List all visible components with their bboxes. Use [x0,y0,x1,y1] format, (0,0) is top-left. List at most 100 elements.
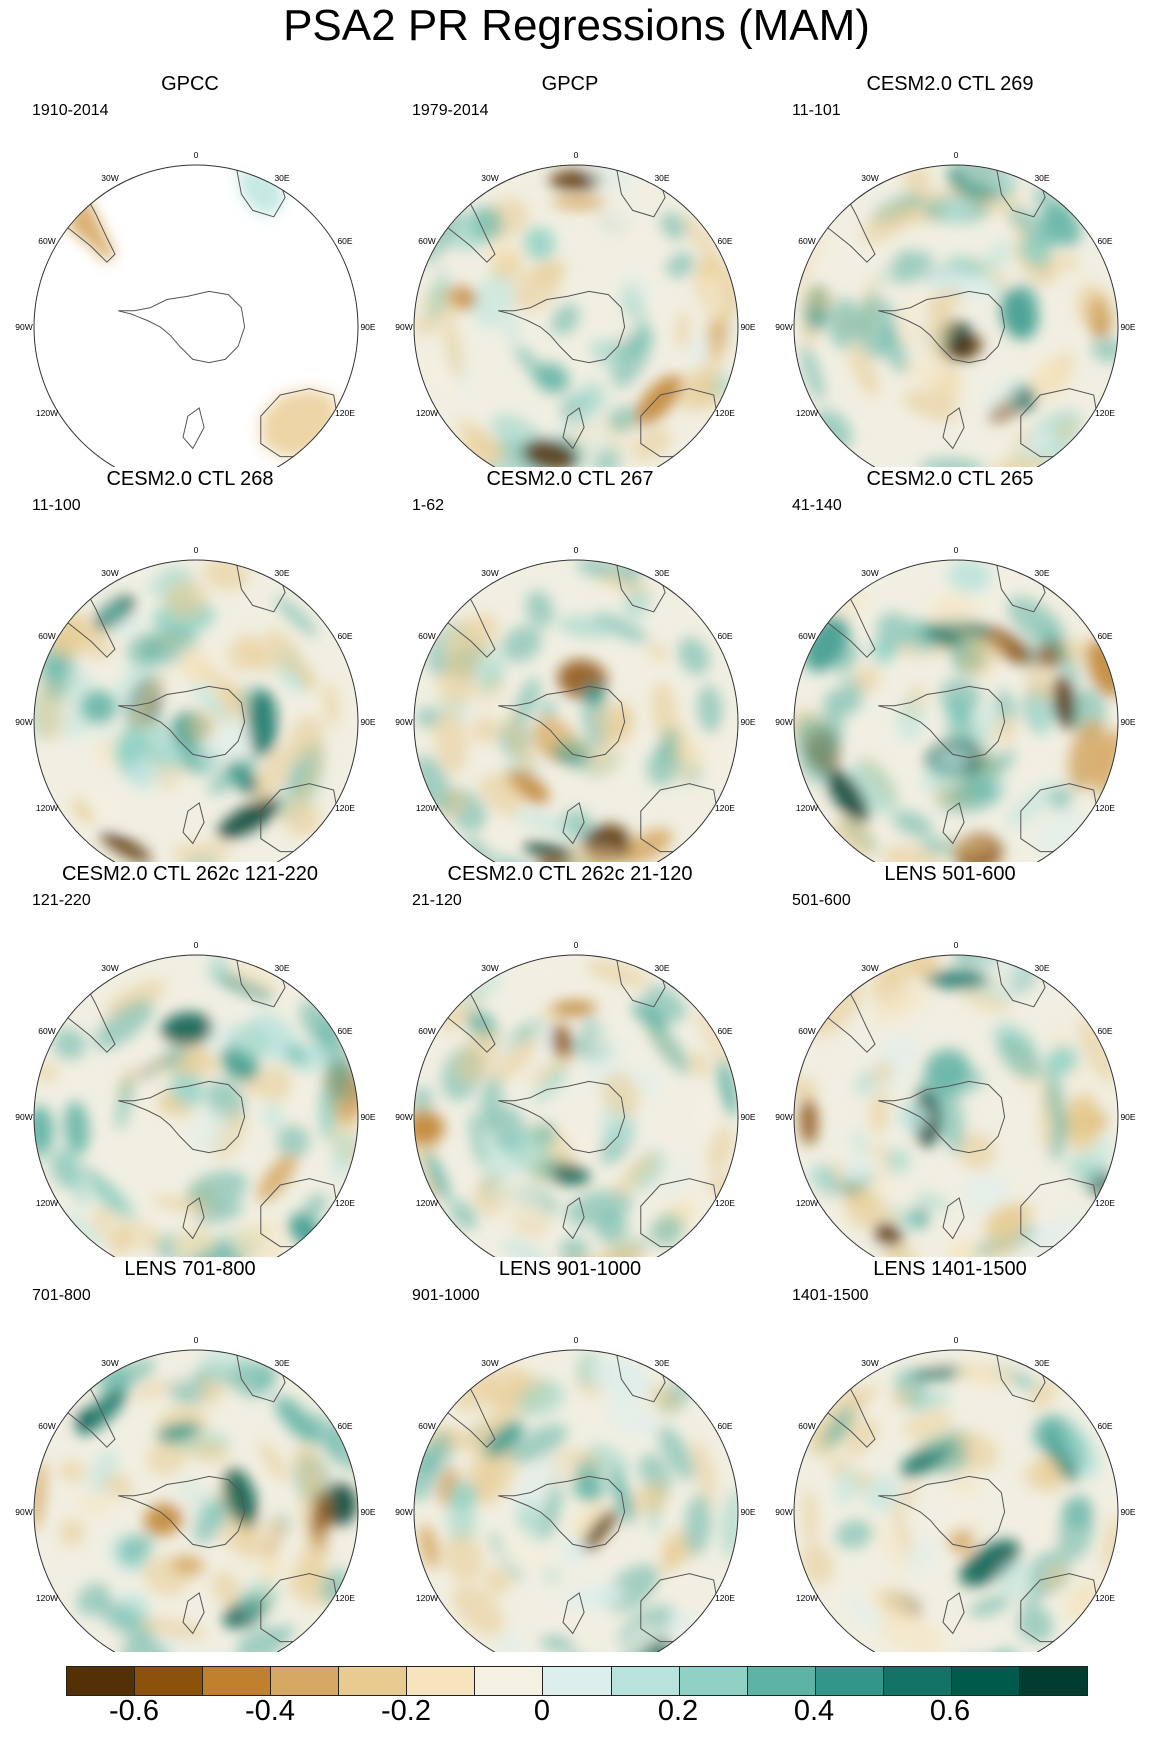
longitude-label: 120W [36,1198,58,1208]
map-panel: CESM2.0 CTL 26541-140030E60E90E120E150E1… [760,467,1140,862]
longitude-label: 60E [1097,631,1112,641]
precip-field [794,560,1118,862]
precip-field [794,165,1118,467]
colorbar-swatch [203,1667,272,1695]
longitude-label: 30E [274,568,289,578]
longitude-label: 0 [194,545,199,555]
longitude-label: 60W [798,1026,815,1036]
longitude-label: 90E [360,1112,375,1122]
longitude-label: 90W [775,717,792,727]
map-border [793,559,1119,862]
longitude-label: 60E [1097,236,1112,246]
longitude-label: 60W [798,631,815,641]
longitude-label: 30W [481,568,498,578]
polar-map: 030E60E90E120E150E180150W120W90W60W30W [395,1335,756,1652]
panel-period: 11-101 [792,102,841,119]
longitude-label: 120E [715,803,735,813]
polar-map: 030E60E90E120E150E180150W120W90W60W30W [775,940,1136,1257]
panel-period: 1401-1500 [792,1287,869,1304]
longitude-label: 0 [574,545,579,555]
map-panel: LENS 701-800701-800030E60E90E120E150E180… [0,1257,380,1652]
map-border [793,1349,1119,1652]
panel-title: CESM2.0 CTL 265 [866,468,1034,490]
polar-map: 030E60E90E120E150E180150W120W90W60W30W [775,1335,1136,1652]
polar-map: 030E60E90E120E150E180150W120W90W60W30W [15,545,376,862]
precip-field [414,1350,738,1652]
longitude-label: 120W [796,1593,818,1603]
longitude-label: 30W [101,568,118,578]
longitude-label: 120W [416,1593,438,1603]
longitude-label: 120E [1095,1593,1115,1603]
panel-period: 1-62 [412,497,445,514]
panel-period: 1910-2014 [32,102,109,119]
longitude-label: 60E [337,1421,352,1431]
longitude-label: 0 [574,150,579,160]
panel-period: 21-120 [412,892,462,909]
longitude-label: 60E [337,1026,352,1036]
longitude-label: 0 [194,940,199,950]
longitude-label: 120W [796,1198,818,1208]
map-border [33,1349,359,1652]
longitude-label: 30W [101,1358,118,1368]
longitude-label: 90W [395,717,412,727]
colorbar-swatch [883,1667,952,1695]
longitude-label: 30W [861,568,878,578]
longitude-label: 120W [416,1198,438,1208]
longitude-label: 120E [715,408,735,418]
longitude-label: 30W [861,173,878,183]
longitude-label: 60E [1097,1026,1112,1036]
longitude-label: 90W [15,1507,32,1517]
longitude-label: 120E [335,803,355,813]
longitude-label: 90W [775,1112,792,1122]
polar-map: 030E60E90E120E150E180150W120W90W60W30W [15,940,376,1257]
panel-title: CESM2.0 CTL 268 [106,468,274,490]
longitude-label: 30E [654,173,669,183]
longitude-label: 120E [335,1593,355,1603]
colorbar-swatch [611,1667,680,1695]
longitude-label: 60E [717,236,732,246]
longitude-label: 90E [1120,1112,1135,1122]
map-panel: GPCP1979-2014030E60E90E120E150E180150W12… [380,72,760,467]
colorbar-tick-label: -0.6 [109,1695,159,1727]
longitude-label: 30E [274,1358,289,1368]
longitude-label: 120W [796,408,818,418]
colorbar-swatch [271,1667,340,1695]
map-panel: GPCC1910-2014030E60E90E120E150E180150W12… [0,72,380,467]
map-panel: CESM2.0 CTL 262c 121-220 121-220 0 30E 60E 90… [0,862,380,1257]
colorbar-swatch [747,1667,816,1695]
colorbar-swatch [543,1667,612,1695]
longitude-label: 120E [715,1198,735,1208]
precip-field [794,955,1118,1257]
longitude-label: 120E [1095,1198,1115,1208]
longitude-label: 30W [101,963,118,973]
colorbar-swatch [679,1667,748,1695]
precip-field [414,165,738,467]
longitude-label: 90E [360,1507,375,1517]
longitude-label: 120E [715,1593,735,1603]
map-panel: CESM2.0 CTL 26811-100030E60E90E120E150E1… [0,467,380,862]
panel-period: 11-100 [32,497,81,514]
longitude-label: 60W [798,1421,815,1431]
panel-title: LENS 901-1000 [498,1258,642,1280]
longitude-label: 0 [194,1335,199,1345]
longitude-label: 0 [194,150,199,160]
panel-title: CESM2.0 CTL 269 [866,73,1034,95]
colorbar-swatch [815,1667,884,1695]
longitude-label: 120W [416,803,438,813]
panel-title: LENS 701-800 [124,1258,256,1280]
longitude-label: 60E [337,236,352,246]
colorbar-boxes [66,1666,1088,1696]
longitude-label: 120E [1095,408,1115,418]
longitude-label: 60W [418,1026,435,1036]
longitude-label: 90E [740,1507,755,1517]
longitude-label: 30E [1034,1358,1049,1368]
map-border [413,1349,739,1652]
panel-title: LENS 1401-1500 [873,1258,1027,1280]
longitude-label: 30W [101,173,118,183]
precip-field [414,560,738,862]
colorbar-swatch [135,1667,204,1695]
colorbar: -0.6 -0.4 -0.2 0 0.2 0.4 0.6 [66,1666,1088,1726]
longitude-label: 30W [481,963,498,973]
polar-map: 030E60E90E120E150E180150W120W90W60W30W [775,545,1136,862]
